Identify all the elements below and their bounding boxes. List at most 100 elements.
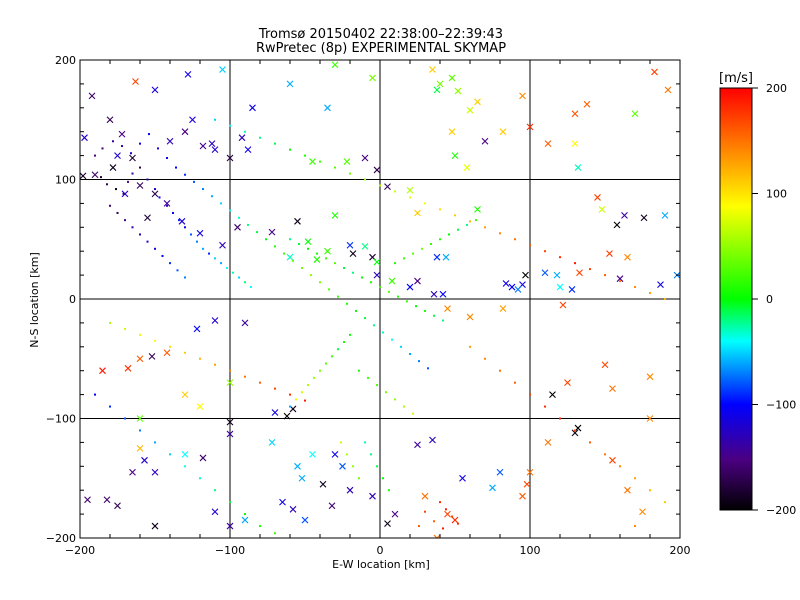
cross-marker — [433, 534, 441, 538]
cross-marker — [429, 66, 436, 73]
dot-marker — [310, 274, 312, 277]
x-tick-label: −200 — [65, 544, 95, 557]
cross-marker — [564, 379, 571, 387]
cross-marker — [414, 441, 421, 449]
cross-marker — [499, 128, 507, 136]
cross-marker — [219, 241, 226, 249]
dot-marker — [259, 381, 261, 384]
dot-marker — [439, 501, 441, 504]
dot-marker — [352, 465, 354, 468]
cross-marker — [361, 243, 369, 250]
dot-marker — [319, 160, 321, 163]
dot-marker — [244, 281, 246, 284]
dot-marker — [415, 305, 417, 308]
cross-marker — [301, 516, 309, 524]
cross-marker — [124, 364, 132, 372]
dot-marker — [229, 501, 231, 504]
cross-marker — [609, 456, 616, 464]
cross-marker — [606, 250, 613, 257]
cross-marker — [331, 211, 339, 219]
dot-marker — [619, 465, 621, 468]
dot-marker — [124, 327, 126, 330]
dot-marker — [274, 142, 276, 145]
cross-marker — [526, 468, 534, 476]
dot-marker — [250, 286, 252, 289]
dot-marker — [340, 441, 342, 444]
dot-marker — [325, 257, 327, 260]
y-tick-label: −100 — [46, 413, 76, 426]
dot-marker — [106, 183, 108, 186]
dot-marker — [190, 233, 192, 236]
grid-lines — [80, 60, 680, 538]
cross-marker — [106, 116, 114, 124]
cross-marker — [144, 214, 151, 222]
cross-marker — [181, 128, 189, 136]
cross-marker — [298, 474, 306, 482]
cross-marker — [129, 154, 136, 162]
cross-marker — [199, 454, 207, 462]
cross-marker — [331, 450, 339, 458]
dot-marker — [376, 465, 378, 468]
dot-marker — [529, 393, 531, 396]
cross-marker — [502, 280, 510, 287]
cross-marker — [313, 256, 321, 263]
cross-marker — [286, 253, 294, 261]
cross-marker — [621, 211, 628, 219]
cross-marker — [496, 468, 504, 476]
dot-marker — [421, 247, 423, 250]
cross-marker — [132, 78, 139, 85]
dot-marker — [124, 219, 126, 222]
dot-marker — [214, 118, 216, 121]
cross-marker — [294, 217, 301, 225]
dot-marker — [184, 465, 186, 468]
dot-marker — [442, 527, 444, 530]
cross-marker — [208, 140, 216, 148]
dot-marker — [214, 257, 216, 260]
cross-marker — [384, 520, 391, 528]
cross-marker — [244, 146, 252, 154]
dot-marker — [154, 247, 156, 250]
cross-marker — [181, 450, 189, 458]
dot-marker — [94, 393, 96, 396]
cross-marker — [196, 403, 204, 410]
cross-marker — [489, 484, 496, 492]
dot-marker — [424, 510, 426, 513]
dot-marker — [154, 339, 156, 342]
dot-marker — [469, 345, 471, 348]
cross-marker — [219, 66, 226, 73]
dot-marker — [247, 223, 249, 226]
cross-marker — [646, 415, 654, 422]
cross-marker — [199, 142, 207, 150]
dot-marker — [367, 376, 369, 379]
cross-marker — [289, 505, 297, 513]
cross-marker — [639, 508, 646, 516]
cross-marker — [189, 116, 196, 124]
cross-marker — [519, 92, 526, 100]
cross-marker — [241, 319, 249, 327]
cross-marker — [211, 317, 219, 324]
dot-marker — [454, 214, 456, 217]
cross-marker — [436, 80, 444, 88]
cross-marker — [268, 439, 276, 446]
dot-marker — [139, 333, 141, 336]
dot-marker — [469, 220, 471, 223]
dot-marker — [364, 441, 366, 444]
cross-marker — [463, 164, 471, 171]
cross-marker — [238, 134, 246, 142]
dot-marker — [424, 202, 426, 205]
x-tick-label: 100 — [520, 544, 541, 557]
dot-marker — [229, 209, 231, 212]
cross-marker — [508, 283, 516, 291]
x-tick-label: 0 — [377, 544, 384, 557]
dot-marker — [139, 142, 141, 145]
cross-marker — [522, 271, 529, 279]
cross-marker — [613, 221, 621, 229]
dot-marker — [649, 489, 651, 492]
dot-marker — [574, 262, 576, 265]
cross-marker — [234, 223, 241, 231]
cross-marker — [226, 418, 234, 426]
cross-marker — [283, 412, 291, 420]
dot-marker — [664, 501, 666, 504]
dot-marker — [256, 231, 258, 234]
dot-marker — [499, 232, 501, 235]
